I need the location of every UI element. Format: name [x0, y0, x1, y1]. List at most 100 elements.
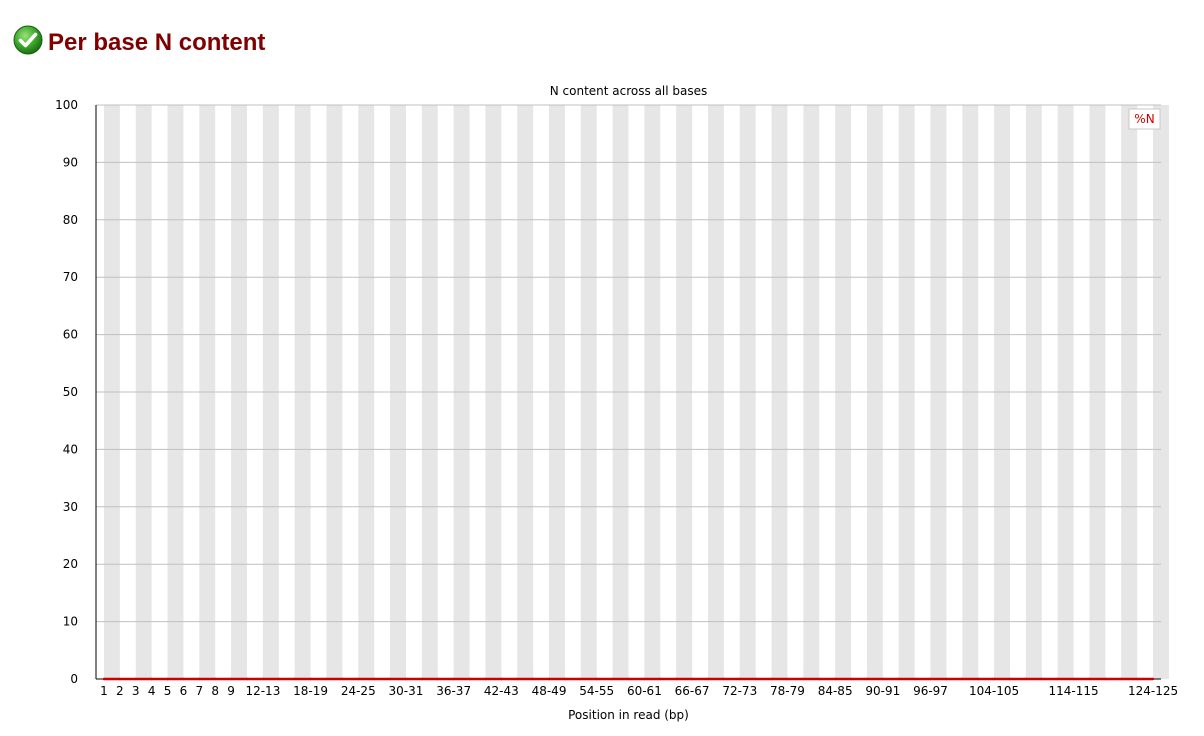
x-tick-label: 114-115 [1049, 684, 1099, 698]
x-tick-label: 1 [100, 684, 108, 698]
data-point [118, 677, 122, 681]
x-tick-label: 8 [211, 684, 219, 698]
x-tick-label: 4 [148, 684, 156, 698]
data-point [595, 677, 598, 681]
data-point [722, 677, 726, 681]
y-tick-label: 40 [63, 442, 78, 456]
data-point [468, 677, 471, 681]
data-point [802, 677, 805, 681]
x-tick-label: 42-43 [484, 684, 519, 698]
data-point [102, 677, 106, 681]
data-point [643, 677, 646, 681]
data-point [738, 677, 741, 681]
data-point [929, 677, 932, 681]
x-tick-label: 78-79 [770, 684, 805, 698]
x-tick-label: 60-61 [627, 684, 662, 698]
data-point [706, 677, 710, 681]
x-tick-label: 90-91 [865, 684, 900, 698]
y-tick-label: 20 [63, 557, 78, 571]
data-point [945, 677, 948, 681]
data-point [182, 677, 185, 681]
x-tick-label: 66-67 [675, 684, 710, 698]
data-point [166, 677, 169, 681]
data-point [150, 677, 153, 681]
data-point [325, 677, 328, 681]
data-point [341, 677, 344, 681]
section-header: Per base N content [12, 22, 265, 58]
data-point [1088, 677, 1091, 681]
data-point [833, 677, 837, 681]
y-tick-label: 100 [55, 98, 78, 112]
data-point [309, 677, 312, 681]
data-point [531, 677, 535, 681]
x-tick-label: 12-13 [245, 684, 280, 698]
data-point [690, 677, 694, 681]
data-point [818, 677, 821, 681]
data-point [484, 677, 487, 681]
data-point [1151, 677, 1155, 681]
x-tick-label: 18-19 [293, 684, 328, 698]
y-tick-label: 0 [70, 672, 78, 686]
data-point [293, 677, 296, 681]
data-point [229, 677, 233, 681]
y-tick-label: 10 [63, 615, 78, 629]
x-tick-label: 6 [180, 684, 188, 698]
chart-title: N content across all bases [550, 84, 708, 98]
data-point [452, 677, 455, 681]
data-point [245, 677, 249, 681]
data-point [611, 677, 614, 681]
data-point [977, 677, 980, 681]
data-point [1024, 677, 1028, 681]
data-point [1104, 677, 1107, 681]
data-point [627, 677, 630, 681]
x-tick-label: 7 [196, 684, 204, 698]
data-point [897, 677, 900, 681]
x-tick-label: 54-55 [579, 684, 614, 698]
data-point [849, 677, 853, 681]
data-point [404, 677, 408, 681]
y-tick-label: 70 [63, 270, 78, 284]
data-point [214, 677, 217, 681]
data-point [1040, 677, 1043, 681]
x-tick-label: 104-105 [969, 684, 1019, 698]
data-point [198, 677, 201, 681]
data-point [865, 677, 869, 681]
data-point [786, 677, 789, 681]
data-point [516, 677, 519, 681]
x-tick-label: 48-49 [532, 684, 567, 698]
data-point [1120, 677, 1123, 681]
data-point [1008, 677, 1012, 681]
x-tick-label: 9 [227, 684, 235, 698]
y-tick-label: 90 [63, 155, 78, 169]
x-tick-label: 2 [116, 684, 124, 698]
data-point [1135, 677, 1139, 681]
x-tick-label: 24-25 [341, 684, 376, 698]
data-point [420, 677, 424, 681]
data-point [388, 677, 392, 681]
x-axis-label: Position in read (bp) [568, 708, 689, 722]
page-title: Per base N content [48, 29, 266, 56]
data-point [579, 677, 583, 681]
data-point [563, 677, 567, 681]
x-tick-label: 36-37 [436, 684, 471, 698]
data-point [770, 677, 773, 681]
data-point [261, 677, 265, 681]
legend-label: %N [1134, 112, 1154, 126]
x-tick-label: 5 [164, 684, 172, 698]
x-tick-label: 96-97 [913, 684, 948, 698]
data-point [1056, 677, 1059, 681]
x-tick-label: 3 [132, 684, 140, 698]
data-point [547, 677, 551, 681]
data-point [659, 677, 662, 681]
legend-box [1128, 108, 1161, 130]
data-point [357, 677, 360, 681]
x-tick-label: 30-31 [389, 684, 424, 698]
data-point [881, 677, 885, 681]
y-tick-label: 30 [63, 500, 78, 514]
x-tick-label: 72-73 [722, 684, 757, 698]
n-content-chart: 0 10 20 30 40 50 60 70 80 90 100 1 2 3 4 5 6 7 8 9 12-13 18-1… [55, 84, 1178, 722]
data-point [961, 677, 964, 681]
x-tick-label: 124-125 [1128, 684, 1178, 698]
data-point [372, 677, 376, 681]
data-point [1072, 677, 1075, 681]
